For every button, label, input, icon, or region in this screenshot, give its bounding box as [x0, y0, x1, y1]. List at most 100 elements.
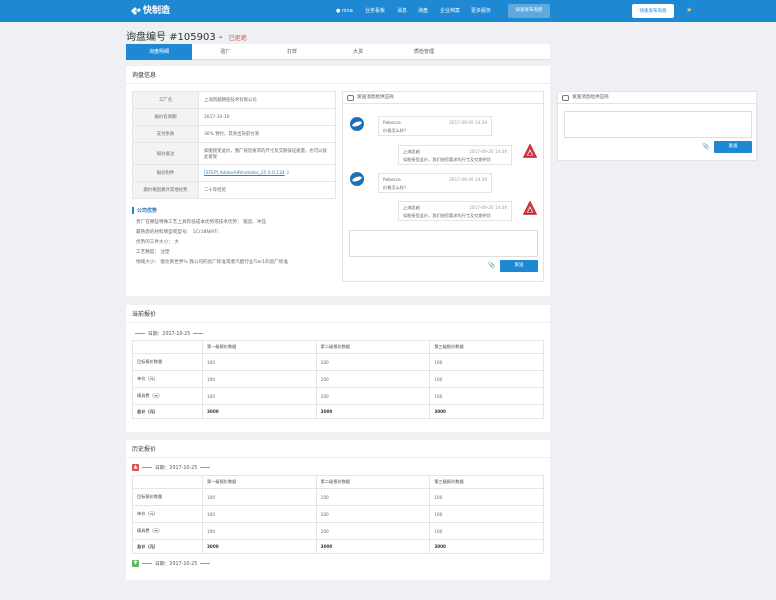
- table-cell: 3000: [429, 404, 544, 419]
- table-cell: 100: [429, 522, 544, 540]
- supplier-avatar: [523, 201, 537, 215]
- attachment-link[interactable]: [STEP] AdobeAIRInstaller_25.0.0.134: [204, 170, 285, 176]
- table-cell: 100: [315, 505, 431, 523]
- post-inquiry-button[interactable]: 快速发布询盘: [508, 4, 550, 18]
- quote-info-table: 工厂名 上海凯越精密技术有限公司 报价有效期 2017-10-10 支付条款 30% …: [132, 91, 336, 199]
- history-date-text: 日期：2017-10-25: [155, 466, 198, 471]
- row-label: 模具费（元）: [132, 522, 203, 540]
- side-chat-heading: 发送消息给供应商: [558, 92, 756, 104]
- chat-message: Rebecca 2017-09-20 14:39 价格怎么样？: [378, 173, 492, 193]
- table-cell: 3000: [315, 404, 431, 419]
- field-value: 上海凯越精密技术有限公司: [198, 91, 336, 109]
- column-header: 第二级报价数据: [315, 340, 431, 354]
- send-button[interactable]: 发送: [500, 260, 538, 272]
- table-cell: 100: [429, 387, 544, 405]
- chat-heading: 发送消息给供应商: [343, 92, 543, 104]
- message-text: 价格怎么样？: [383, 185, 409, 190]
- history-date-collapse[interactable]: ▲ 日期：2017-10-25: [132, 464, 213, 471]
- current-quote-table: 第一级报价数据 第二级报价数据 第三级报价数据 目标报价数量 100 100 100 单价…: [132, 340, 544, 419]
- field-label: 支付条款: [132, 125, 199, 143]
- user-icon: ●: [336, 8, 341, 14]
- logo[interactable]: 快制造: [130, 5, 174, 17]
- company-advantage-title: 公司优势: [132, 207, 157, 214]
- row-label: 目标报价数量: [132, 353, 203, 371]
- chat-message: 上海凯越 2017-09-20 14:39 如能接受此价，我们按您要求的尺寸及交…: [398, 145, 512, 165]
- table-cell: 100: [315, 387, 431, 405]
- row-label: 目标报价数量: [132, 488, 203, 506]
- user-menu[interactable]: ● nina: [336, 0, 353, 22]
- chat-heading-text: 发送消息给供应商: [357, 95, 394, 100]
- column-header: [132, 340, 203, 354]
- row-label: 总计（元）: [132, 539, 203, 554]
- field-value: 30% 预付，其余出货前付清: [198, 125, 336, 143]
- tab-quality-control[interactable]: 质检管理: [413, 49, 434, 55]
- buyer-avatar: [350, 117, 364, 131]
- chat-message-input[interactable]: [349, 230, 538, 257]
- nav-more-services[interactable]: 更多服务: [471, 8, 492, 14]
- nav-dashboard[interactable]: 业务看板: [365, 8, 386, 14]
- row-label: 模具费（元）: [132, 387, 203, 405]
- tab-sampling[interactable]: 打样: [286, 49, 297, 55]
- table-cell: 100: [429, 353, 544, 371]
- nav-messages[interactable]: 消息: [397, 8, 408, 14]
- download-icon[interactable]: ⇩: [286, 170, 290, 176]
- row-label: 单价（元）: [132, 505, 203, 523]
- message-text: 如能接受此价，我们按您要求的尺寸及交期供货: [403, 213, 491, 218]
- sender-name: 上海凯越: [403, 149, 420, 154]
- table-cell: 100: [315, 370, 431, 388]
- chat-icon: [347, 95, 354, 101]
- table-cell: 100: [202, 505, 317, 523]
- table-cell: 100: [202, 488, 317, 506]
- dash: [142, 467, 152, 468]
- table-cell: 100: [315, 488, 431, 506]
- message-time: 2017-09-20 14:39: [469, 149, 507, 154]
- attachment-clip-icon[interactable]: 📎: [488, 262, 496, 269]
- chat-message: 上海凯越 2017-09-20 14:39 如能接受此价，我们按您要求的尺寸及交…: [398, 201, 512, 221]
- field-label: 跟价格因素外其他优势: [132, 181, 199, 199]
- history-date-expand[interactable]: ▼ 日期：2017-10-25: [132, 560, 213, 567]
- title-separator: -: [218, 32, 223, 43]
- sender-name: Rebecca: [383, 177, 401, 182]
- sender-name: Rebecca: [383, 120, 401, 125]
- column-header: [132, 475, 203, 489]
- tab-mass-production[interactable]: 大货: [352, 49, 363, 55]
- row-label: 单价（元）: [132, 370, 203, 388]
- history-date-text: 日期：2017-10-25: [155, 562, 198, 567]
- side-chat-heading-text: 发送消息给供应商: [572, 95, 609, 100]
- user-name: nina: [341, 8, 353, 14]
- sender-name: 上海凯越: [403, 205, 420, 210]
- attachment-clip-icon[interactable]: 📎: [702, 143, 710, 150]
- nav-inquiry[interactable]: 询盘: [418, 8, 429, 14]
- side-chat-input[interactable]: [564, 111, 752, 138]
- table-cell: 100: [315, 353, 431, 371]
- expand-icon[interactable]: ▼: [132, 560, 139, 567]
- side-send-button[interactable]: 发送: [714, 141, 752, 153]
- field-label: 报价备注: [132, 142, 199, 165]
- post-inquiry-primary-button[interactable]: 快速发布询盘: [632, 4, 674, 18]
- collapse-icon[interactable]: ▲: [132, 464, 139, 471]
- divider: [126, 83, 550, 84]
- message-text: 如能接受此价，我们按您要求的尺寸及交期供货: [403, 157, 491, 162]
- divider: [126, 322, 550, 323]
- table-cell: 3000: [315, 539, 431, 554]
- field-value: 2017-10-10: [198, 108, 336, 126]
- tab-inquiry-detail[interactable]: 询盘明细: [126, 44, 192, 60]
- star-icon[interactable]: ★: [686, 6, 693, 14]
- quote-date-text: 日期：2017-10-25: [148, 332, 191, 337]
- nav-company-profile[interactable]: 企业档案: [440, 8, 461, 14]
- dash: [200, 563, 211, 564]
- table-cell: 100: [429, 505, 544, 523]
- column-header: 第三级报价数据: [429, 475, 544, 489]
- tab-bar: 询盘明细 验厂 打样 大货 质检管理: [126, 44, 550, 60]
- advantage-line: 工艺精度： 注塑: [136, 250, 170, 255]
- dash: [193, 333, 204, 334]
- supplier-avatar: [523, 144, 537, 158]
- tab-factory-audit[interactable]: 验厂: [220, 49, 231, 55]
- advantage-line: 最熟悉的材料牌型或型号： 1Cr18Ni9Ti: [136, 230, 219, 235]
- table-cell: 100: [429, 488, 544, 506]
- table-cell: 100: [202, 353, 317, 371]
- table-cell: 100: [202, 387, 317, 405]
- column-header: 第二级报价数据: [315, 475, 431, 489]
- page-title: 询盘编号 #105903 - 已拒绝: [126, 28, 247, 43]
- column-header: 第三级报价数据: [429, 340, 544, 354]
